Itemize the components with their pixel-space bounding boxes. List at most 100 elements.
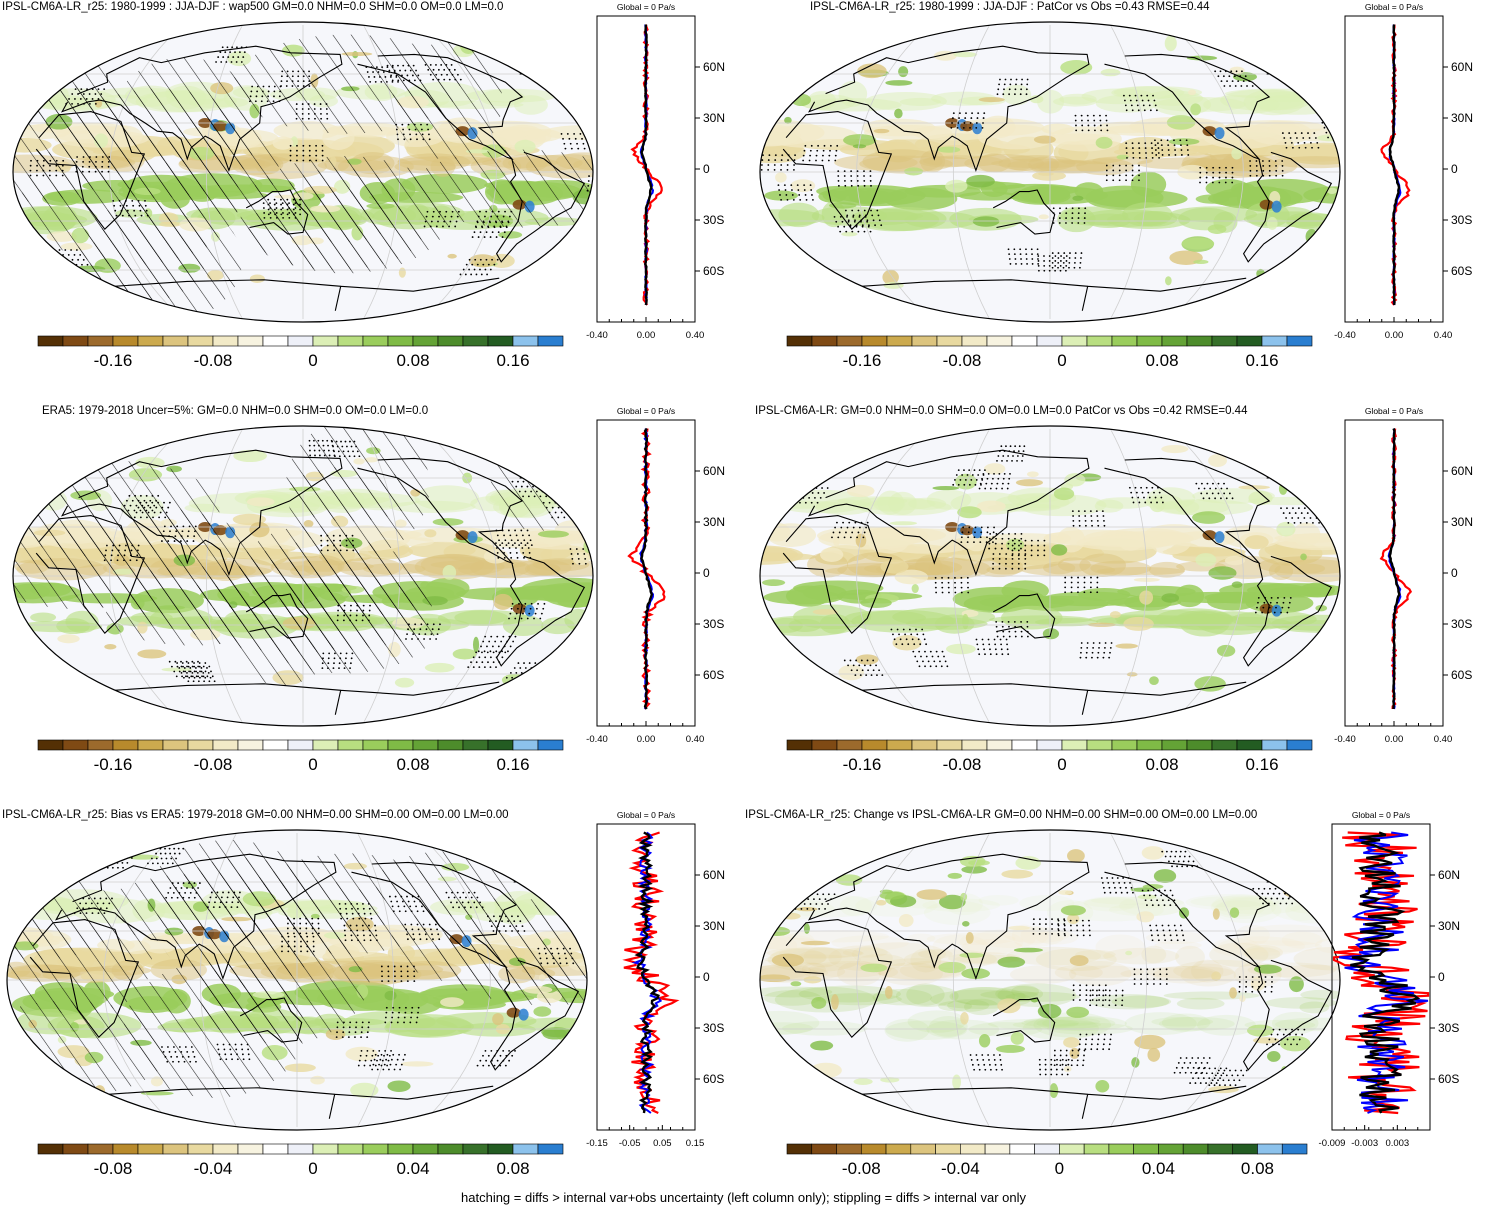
stipple-dot [485,231,488,234]
stipple-dot [998,557,1001,560]
stipple-dot [191,660,194,663]
stipple-dot [995,1068,998,1071]
stipple-dot [866,659,869,662]
field-blob [1243,945,1284,960]
stipple-dot [934,581,937,584]
stipple-dot [1010,78,1012,81]
stipple-dot [1284,1043,1286,1046]
stipple-dot [1032,932,1035,935]
stipple-dot [383,1063,386,1066]
stipple-dot [982,1059,985,1061]
panel-title: IPSL-CM6A-LR_r25: Bias vs ERA5: 1979-201… [2,809,509,821]
stipple-dot [1203,487,1206,490]
stipple-dot [1023,445,1026,448]
stipple-dot [913,643,916,646]
stipple-dot [1311,146,1313,149]
map [6,829,588,1131]
stipple-dot [348,1026,351,1029]
stipple-dot [1262,165,1265,167]
panel-2: IPSL-CM6A-LR_r25: 1980-1999 : JJA-DJF : … [745,0,1487,385]
stipple-dot [478,656,481,659]
stipple-dot [1270,990,1273,993]
stipple-dot [786,168,789,171]
stipple-dot [1043,549,1046,552]
stipple-dot [578,511,581,514]
stipple-dot [978,487,981,490]
stipple-dot [858,664,861,667]
field-patch [345,1046,378,1062]
stipple-dot [398,1011,400,1014]
field-patch [771,953,804,967]
stipple-dot [1097,1038,1100,1041]
stipple-dot [1190,1071,1193,1074]
stipple-dot [395,1063,398,1066]
stipple-dot [1086,114,1089,117]
stipple-dot [500,640,503,643]
x-tick-label: -0.05 [619,1138,641,1149]
stipple-dot [1263,601,1266,604]
stipple-dot [1065,255,1068,257]
stipple-dot [1159,978,1162,981]
colorbar-swatch [487,335,514,347]
stipple-dot [505,676,508,679]
field-blob [1024,1017,1101,1027]
stipple-dot [1136,104,1139,107]
stipple-dot [479,231,482,234]
stipple-dot [803,903,806,905]
stipple-dot [1163,904,1166,907]
stipple-dot [1078,1043,1081,1046]
field-blob [1034,617,1099,627]
stipple-dot [1078,1048,1081,1051]
stipple-dot [1281,169,1284,172]
stipple-dot [1101,510,1104,512]
field-patch [137,649,167,659]
stipple-dot [504,1064,507,1067]
stipple-dot [1231,497,1234,500]
stipple-dot [1231,176,1234,179]
stipple-dot [207,671,210,674]
stipple-dot [1065,264,1068,267]
stipple-dot [988,537,991,540]
stipple-dot [1258,981,1261,983]
stipple-dot [470,273,473,276]
stipple-dot [483,236,486,238]
field-extreme [1271,604,1282,617]
stipple-dot [1235,847,1238,849]
stipple-dot [1156,899,1159,902]
stipple-dot [1014,445,1017,448]
stipple-dot [1167,924,1170,927]
stipple-dot [954,576,956,579]
field-blob [1096,121,1157,134]
field-patch [1195,194,1230,204]
field-blob [1103,947,1180,965]
stipple-dot [1032,923,1035,925]
stipple-dot [836,144,839,147]
graticule-line [1170,24,1244,320]
field-patch [1095,136,1113,149]
stipple-dot [1003,450,1006,453]
stipple-dot [857,531,860,534]
stipple-dot [1053,1054,1056,1057]
stipple-dot [1100,129,1103,132]
stipple-dot [366,1049,369,1052]
stipple-dot [1194,1082,1197,1084]
stipple-dot [967,536,970,539]
field-blob [779,948,864,959]
stipple-dot [542,607,545,610]
stipple-dot [1296,1043,1298,1046]
stipple-dot [1202,497,1205,500]
stipple-dot [1208,1077,1211,1080]
stipple-dot [385,1006,388,1009]
stipple-dot [1102,656,1105,659]
stipple-dot [1104,989,1107,992]
field-blob [979,595,1075,609]
stipple-dot [1288,601,1291,604]
stipple-dot [495,547,498,549]
colorbar-swatch [1086,739,1113,751]
stipple-dot [1054,260,1057,262]
colorbar-swatch [936,739,963,751]
stipple-dot [199,670,201,673]
stipple-dot [1014,532,1017,535]
stipple-dot [358,1059,361,1062]
